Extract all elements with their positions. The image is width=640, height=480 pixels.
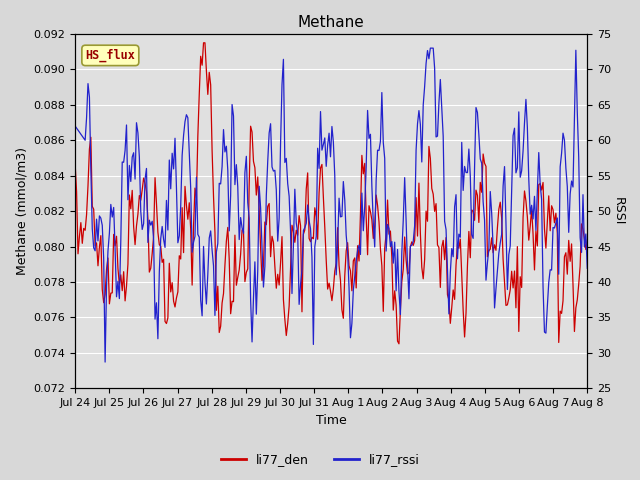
Title: Methane: Methane: [298, 15, 365, 30]
Y-axis label: Methane (mmol/m3): Methane (mmol/m3): [15, 147, 28, 275]
Text: HS_flux: HS_flux: [85, 49, 135, 62]
Legend: li77_den, li77_rssi: li77_den, li77_rssi: [216, 448, 424, 471]
Y-axis label: RSSI: RSSI: [612, 197, 625, 225]
X-axis label: Time: Time: [316, 414, 347, 427]
